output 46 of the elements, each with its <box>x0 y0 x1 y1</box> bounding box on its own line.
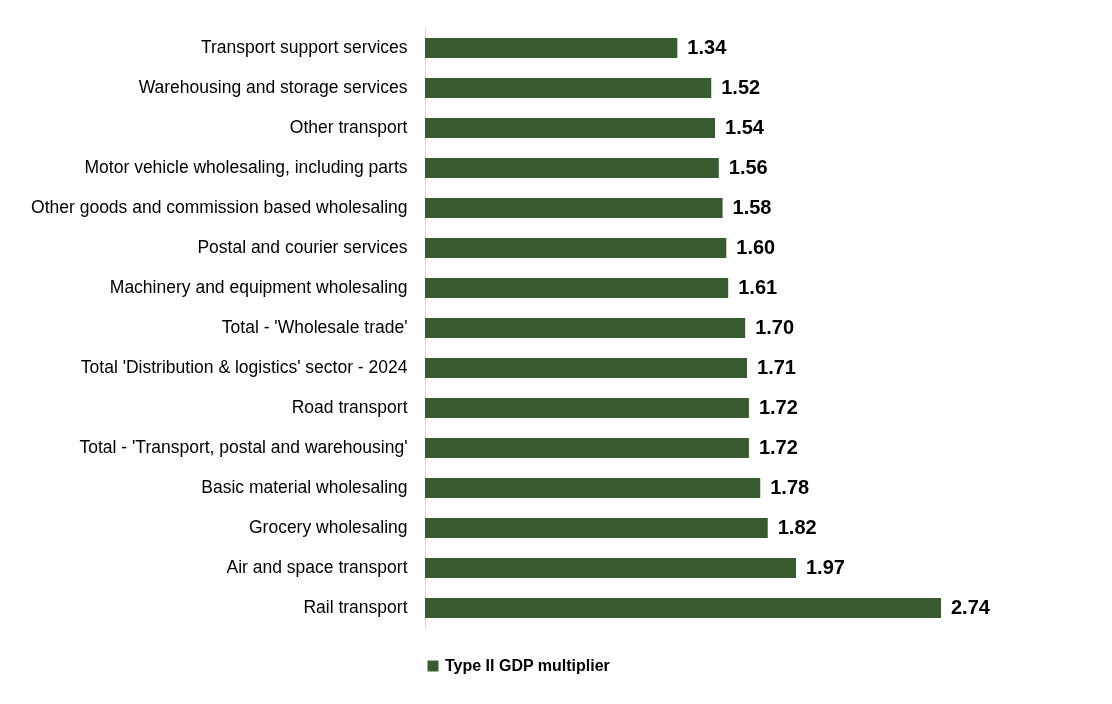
y-tick-label: Warehousing and storage services <box>138 77 408 97</box>
y-tick-label: Road transport <box>291 397 408 417</box>
y-tick-label: Total 'Distribution & logistics' sector - 2024 <box>80 357 408 377</box>
data-label: 1.78 <box>770 476 810 498</box>
data-label: 1.52 <box>721 76 761 98</box>
data-label: 1.56 <box>728 156 768 178</box>
y-tick-label: Other goods and commission based wholesaling <box>31 197 408 217</box>
bar <box>425 278 729 298</box>
bar <box>425 358 748 378</box>
bar <box>425 78 712 98</box>
bar <box>425 398 749 418</box>
bar <box>425 118 716 138</box>
data-label: 1.72 <box>758 396 798 418</box>
data-label: 1.82 <box>777 516 817 538</box>
data-label: 1.97 <box>805 556 845 578</box>
data-label: 1.61 <box>738 276 778 298</box>
y-tick-label: Rail transport <box>303 597 408 617</box>
y-tick-label: Postal and courier services <box>197 237 408 257</box>
bar <box>425 198 723 218</box>
y-tick-label: Other transport <box>289 117 408 137</box>
bar <box>425 238 727 258</box>
data-label: 1.54 <box>725 116 765 138</box>
bar <box>425 38 678 58</box>
bar <box>425 158 719 178</box>
data-label: 2.74 <box>951 596 991 618</box>
y-tick-label: Air and space transport <box>226 557 408 577</box>
legend-label: Type II GDP multiplier <box>445 657 610 674</box>
y-tick-label: Grocery wholesaling <box>248 517 408 537</box>
bar <box>425 318 746 338</box>
y-tick-label: Transport support services <box>200 37 408 57</box>
bar <box>425 518 768 538</box>
bar <box>425 438 749 458</box>
bar <box>425 558 796 578</box>
y-tick-label: Total - 'Wholesale trade' <box>221 317 408 337</box>
bar <box>425 598 941 618</box>
y-tick-label: Basic material wholesaling <box>201 477 408 497</box>
data-label: 1.70 <box>755 316 795 338</box>
y-tick-label: Motor vehicle wholesaling, including parts <box>84 157 408 177</box>
data-label: 1.72 <box>758 436 798 458</box>
data-label: 1.60 <box>736 236 776 258</box>
y-tick-label: Machinery and equipment wholesaling <box>109 277 408 297</box>
data-label: 1.58 <box>732 196 772 218</box>
data-label: 1.34 <box>687 36 728 58</box>
y-tick-label: Total - 'Transport, postal and warehousing' <box>79 437 408 457</box>
bar <box>425 478 761 498</box>
data-label: 1.71 <box>757 356 796 378</box>
